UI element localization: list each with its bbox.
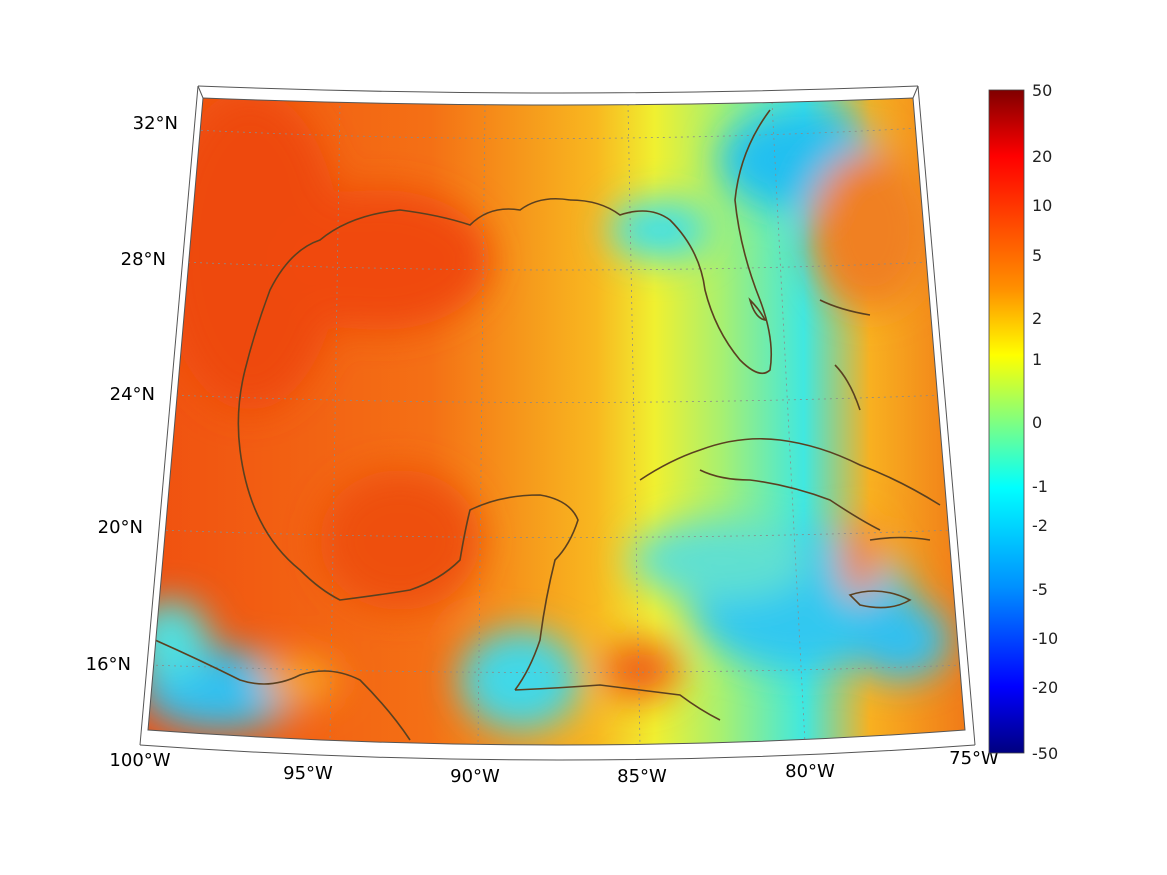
lon-label-80w: 80°W (785, 761, 835, 782)
lon-label-75w: 75°W (949, 748, 999, 769)
lon-label-95w: 95°W (283, 763, 333, 784)
colorbar-label: -2 (1032, 516, 1048, 535)
colorbar: 50 20 10 5 2 1 0 -1 -2 -5 -10 -20 -50 (988, 81, 1058, 763)
lat-label-20n: 20°N (98, 517, 143, 538)
colorbar-label: -20 (1032, 678, 1058, 697)
colorbar-label: -10 (1032, 629, 1058, 648)
longitude-labels: 100°W 95°W 90°W 85°W 80°W 75°W (109, 748, 999, 787)
lon-label-90w: 90°W (450, 766, 500, 787)
colorbar-label: 50 (1032, 81, 1052, 100)
graticule (149, 99, 965, 745)
colorbar-label: 2 (1032, 309, 1042, 328)
lat-label-28n: 28°N (121, 249, 166, 270)
colorbar-gradient (988, 89, 1025, 754)
colorbar-label: -1 (1032, 477, 1048, 496)
latitude-labels: 32°N 28°N 24°N 20°N 16°N (86, 113, 178, 675)
colorbar-label: 20 (1032, 147, 1052, 166)
colorbar-labels: 50 20 10 5 2 1 0 -1 -2 -5 -10 -20 -50 (1032, 81, 1058, 763)
colorbar-label: 10 (1032, 196, 1052, 215)
colorbar-label: -5 (1032, 580, 1048, 599)
lat-label-32n: 32°N (133, 113, 178, 134)
map-field (148, 98, 965, 745)
colorbar-label: 0 (1032, 413, 1042, 432)
lon-label-85w: 85°W (617, 766, 667, 787)
coastlines (154, 109, 941, 741)
map-frame (139, 85, 976, 761)
lon-label-100w: 100°W (109, 750, 170, 771)
lat-label-16n: 16°N (86, 654, 131, 675)
lat-label-24n: 24°N (110, 384, 155, 405)
colorbar-label: -50 (1032, 744, 1058, 763)
colorbar-label: 5 (1032, 246, 1042, 265)
colorbar-label: 1 (1032, 350, 1042, 369)
